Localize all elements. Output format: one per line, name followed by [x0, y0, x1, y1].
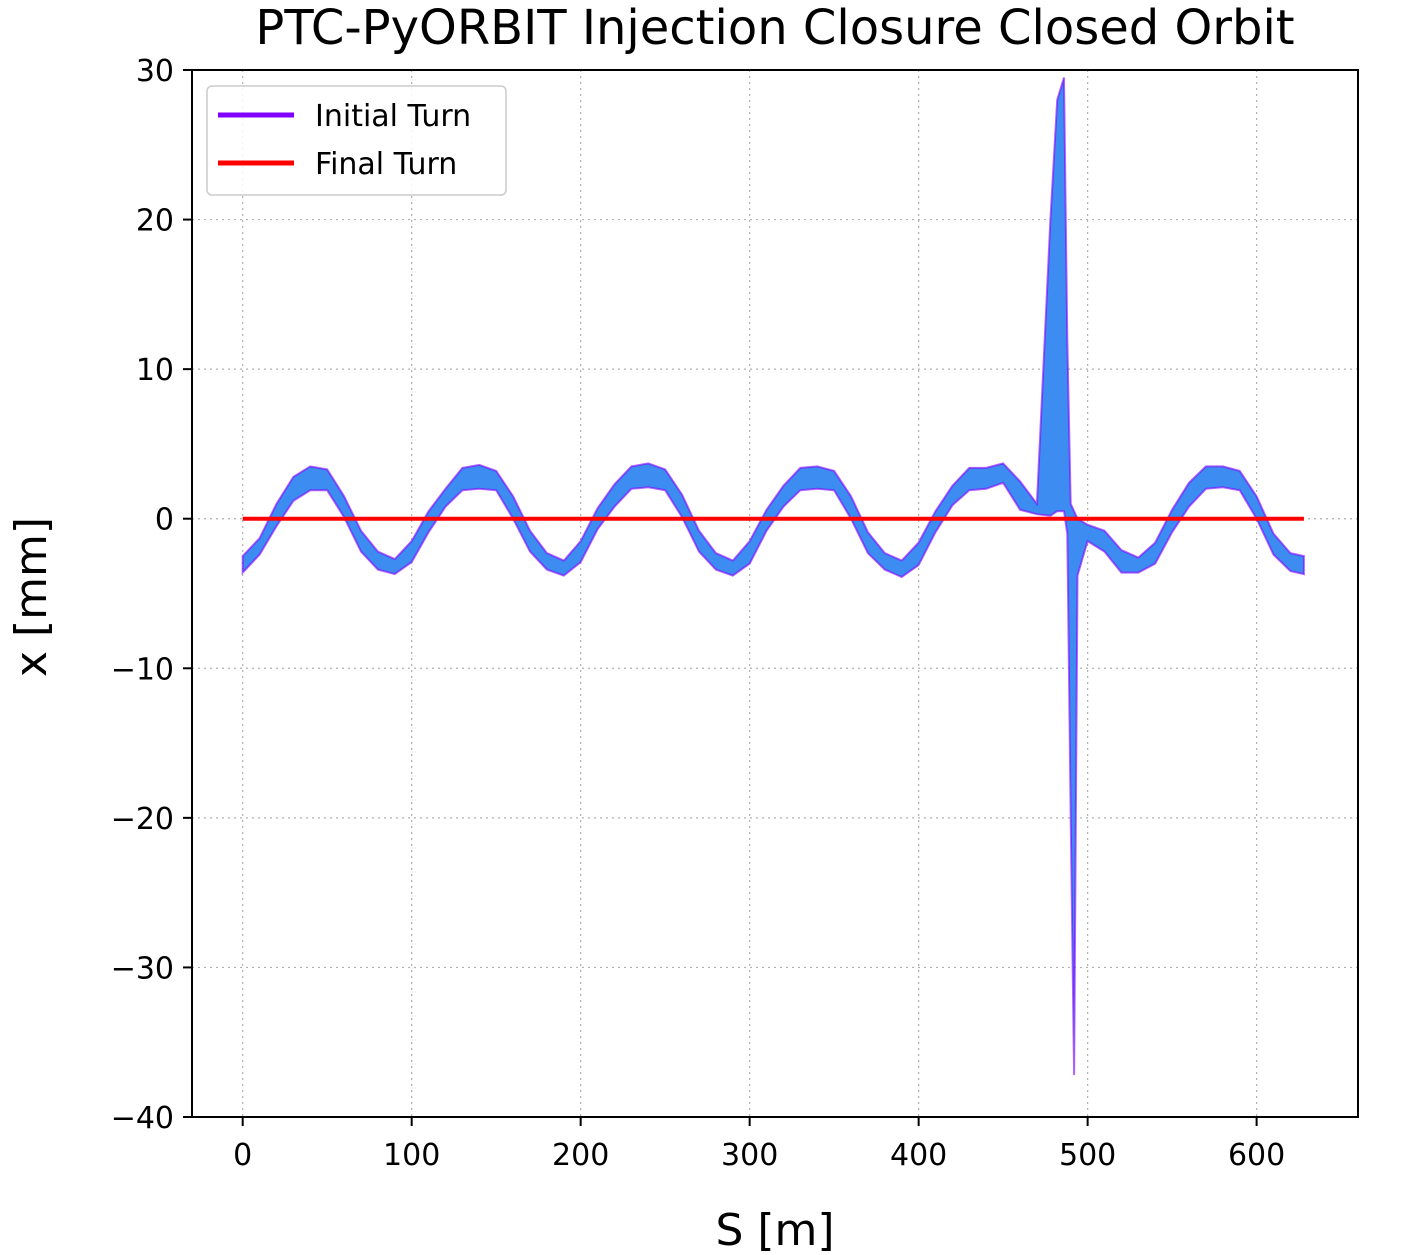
x-tick-label: 500 [1059, 1138, 1116, 1173]
y-axis-ticks: −40 −30 −20 −10 0 10 20 30 [111, 54, 192, 1136]
y-tick-label: 0 [155, 503, 174, 538]
x-tick-label: 200 [552, 1138, 609, 1173]
y-tick-label: 10 [136, 353, 174, 388]
y-axis-label: x [mm] [6, 517, 57, 677]
y-tick-label: −40 [111, 1101, 174, 1136]
y-tick-label: 20 [136, 204, 174, 239]
legend-label-final-turn: Final Turn [315, 147, 457, 182]
x-tick-label: 400 [890, 1138, 947, 1173]
x-tick-label: 300 [721, 1138, 778, 1173]
orbit-band-outline [241, 77, 1305, 1076]
orbit-band [242, 77, 1304, 1076]
y-tick-label: −30 [111, 951, 174, 986]
plot-area [241, 77, 1305, 1076]
x-tick-label: 0 [233, 1138, 252, 1173]
y-tick-label: −20 [111, 802, 174, 837]
chart-title: PTC-PyORBIT Injection Closure Closed Orb… [255, 0, 1294, 56]
plot-frame [191, 69, 1359, 1118]
x-tick-label: 100 [383, 1138, 440, 1173]
grid [192, 69, 1358, 1118]
legend-label-initial-turn: Initial Turn [315, 99, 471, 134]
x-tick-label: 600 [1228, 1138, 1285, 1173]
legend: Initial Turn Final Turn [206, 85, 507, 196]
x-axis-label: S [m] [715, 1205, 834, 1255]
y-tick-label: 30 [136, 54, 174, 89]
x-axis-ticks: 0 100 200 300 400 500 600 [233, 1117, 1285, 1173]
y-tick-label: −10 [111, 652, 174, 687]
